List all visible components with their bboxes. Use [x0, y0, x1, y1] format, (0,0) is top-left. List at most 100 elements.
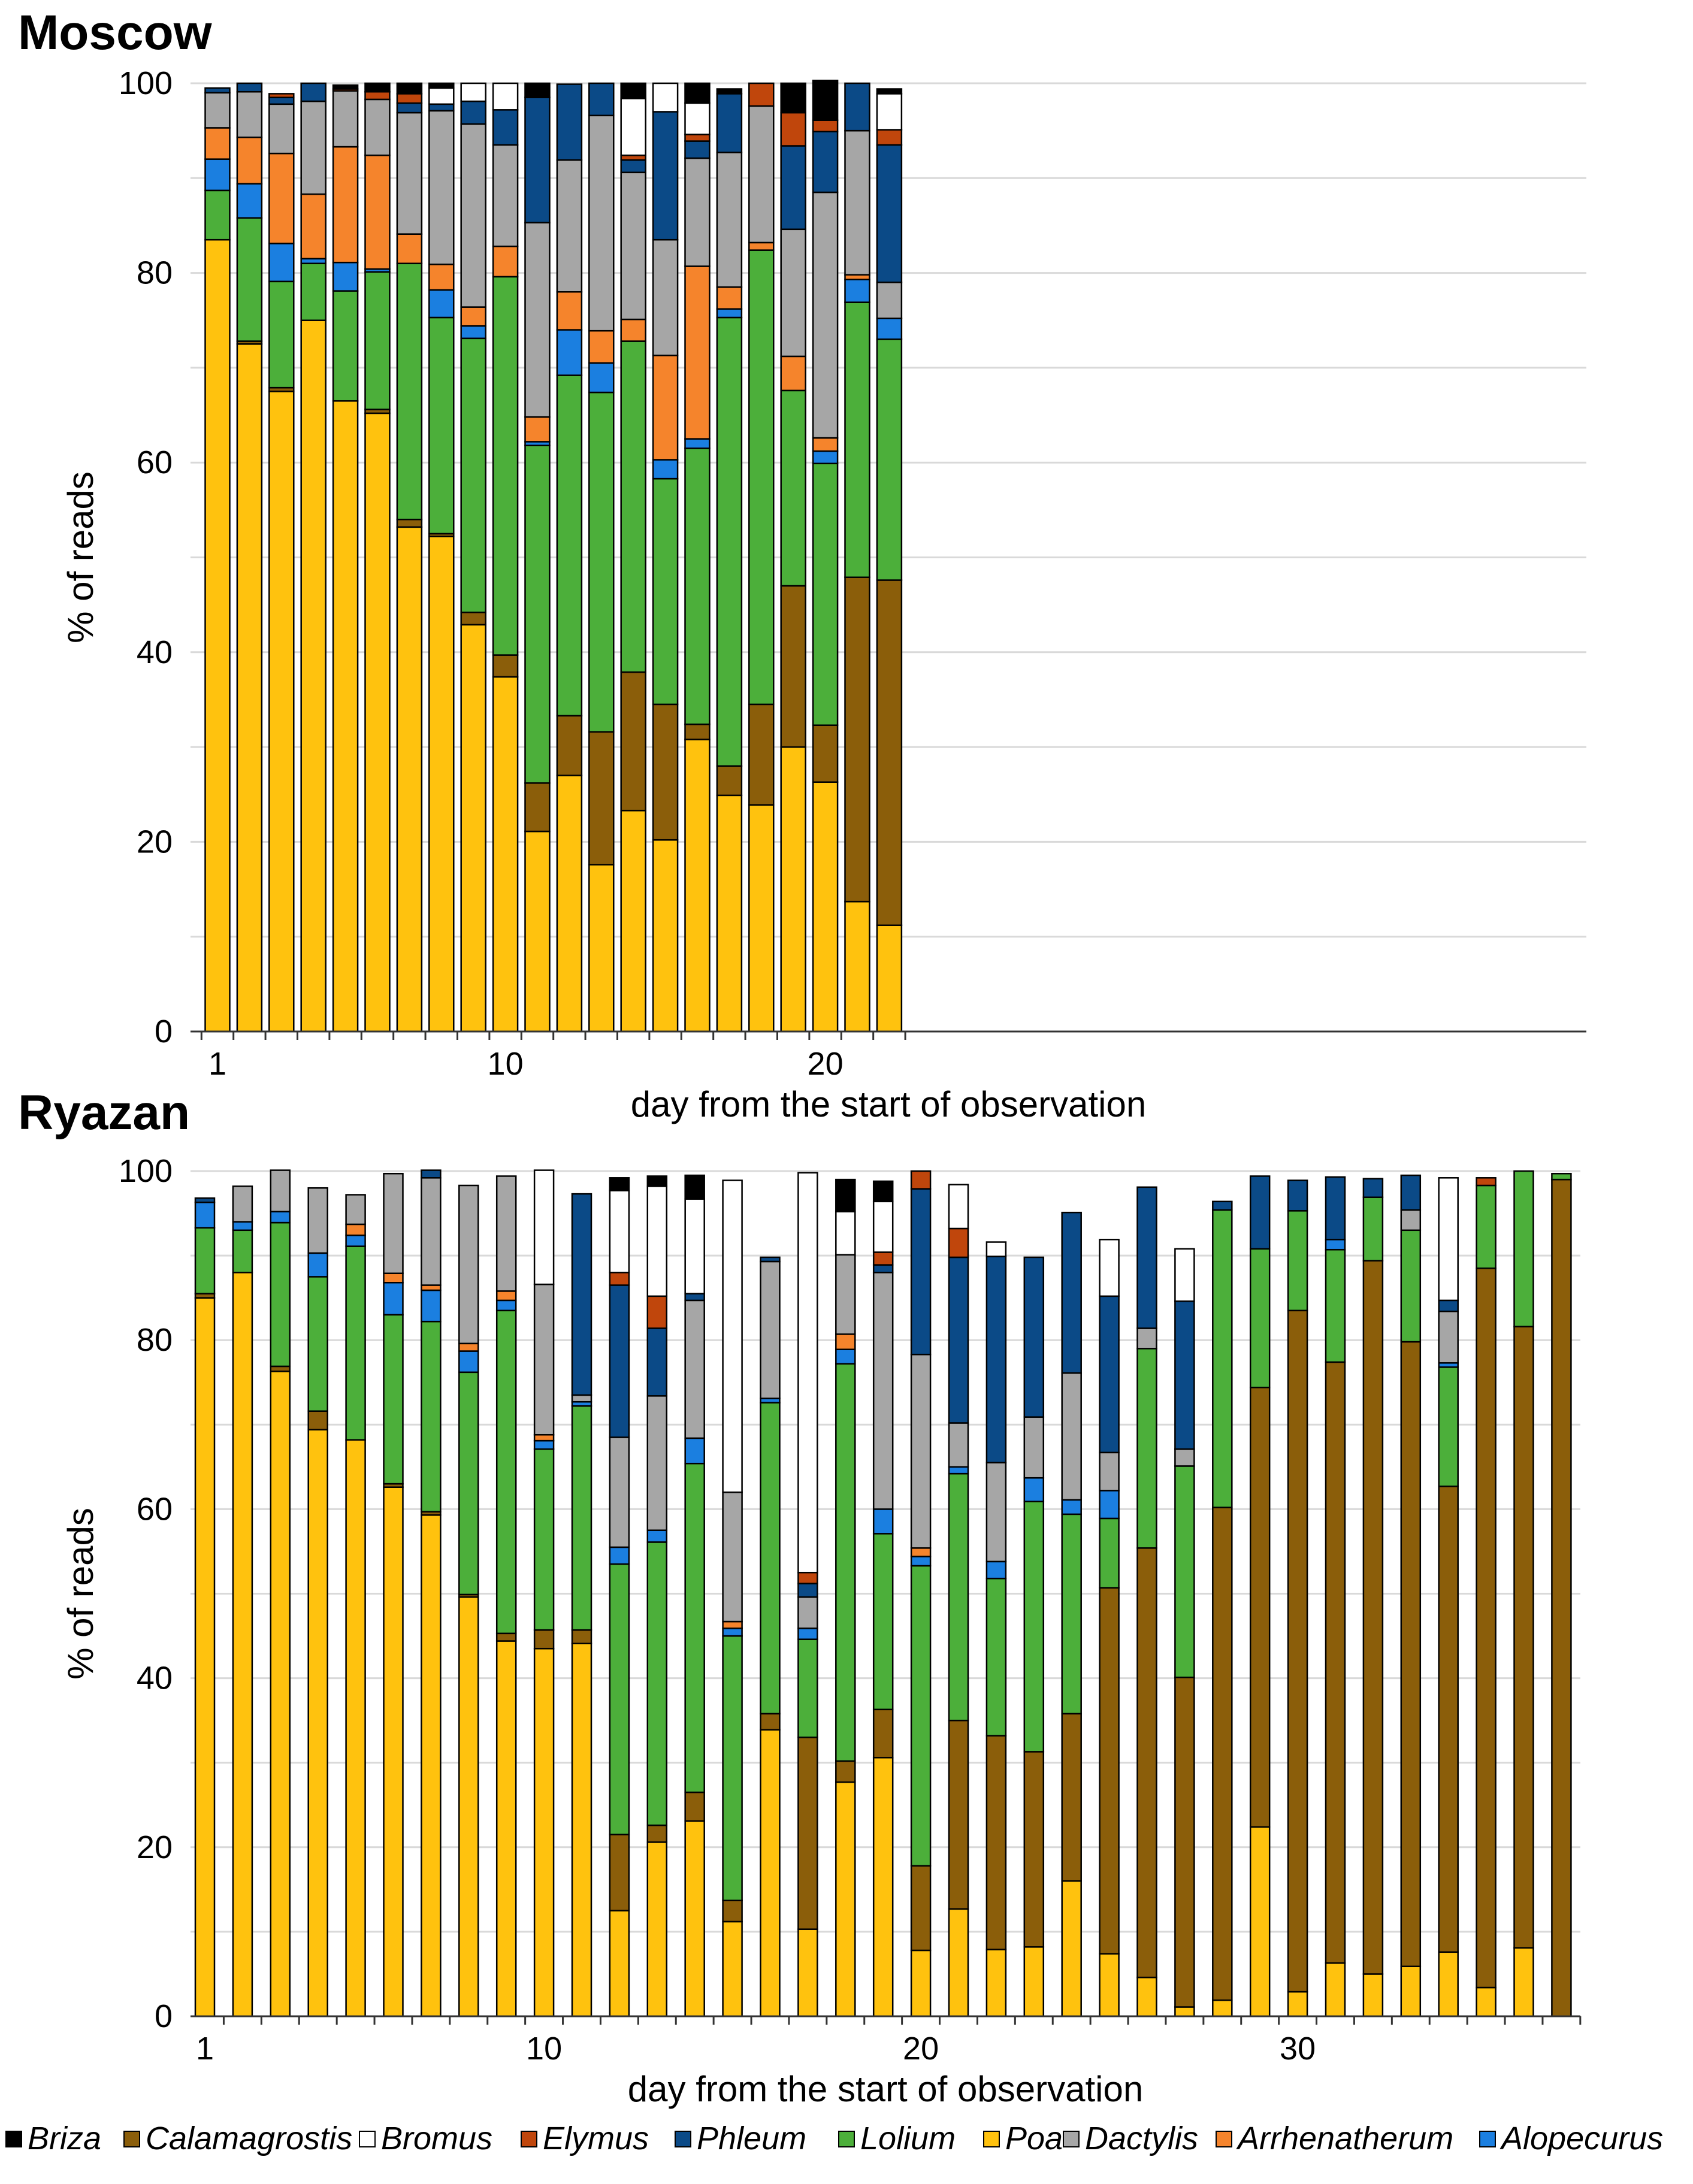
moscow-bar-day22-alopecurus	[876, 317, 903, 340]
moscow-bar-day3-alopecurus	[268, 243, 295, 283]
moscow-bar-day13-phleum	[588, 82, 615, 117]
ryazan-bar-day36-poa	[1513, 1947, 1534, 2017]
legend-label-lolium: Lolium	[860, 2121, 956, 2156]
moscow-bar-day16-dactylis	[684, 157, 711, 267]
ryazan-bar-day11-dactylis	[571, 1394, 592, 1403]
ryazan-title: Ryazan	[18, 1085, 190, 1140]
ryazan-bar-day15-dactylis	[722, 1491, 743, 1623]
moscow-bar-day11-lolium	[524, 444, 551, 784]
ryazan-bar-day19-elymus	[872, 1251, 894, 1266]
ryazan-bar-day22-dactylis	[985, 1462, 1007, 1563]
ryazan-bar-day16-poa	[760, 1729, 781, 2017]
ryazan-bar-day19-lolium	[872, 1533, 894, 1711]
ryazan-bar-day17-elymus	[797, 1571, 818, 1584]
moscow-bar-day14-arrhenatherum	[620, 318, 646, 342]
moscow-bar-day1-dactylis	[204, 92, 231, 129]
ryazan-bar-day1-poa	[194, 1297, 216, 2017]
ryazan-bar-day28-phleum	[1212, 1200, 1233, 1211]
moscow-bar-day2-poa	[236, 343, 263, 1033]
moscow-bar-day1-poa	[204, 238, 231, 1033]
ryazan-bar-day34-calamagrostis	[1438, 1486, 1459, 1953]
ryazan-bar-day10-lolium	[533, 1448, 555, 1631]
moscow-xtick-label: 20	[808, 1046, 844, 1082]
ryazan-bar-day25-alopecurus	[1099, 1490, 1120, 1520]
ryazan-bar-day21-elymus	[948, 1227, 969, 1259]
ryazan-bar-day13-briza	[646, 1175, 668, 1187]
moscow-bar-day10-lolium	[492, 276, 519, 656]
ryazan-bar-day25-calamagrostis	[1099, 1587, 1120, 1955]
ryazan-bar-day12-calamagrostis	[609, 1834, 630, 1911]
ryazan-bar-day23-poa	[1023, 1946, 1045, 2017]
moscow-bar-day4-poa	[300, 319, 326, 1033]
ryazan-bar-day10-calamagrostis	[533, 1629, 555, 1650]
moscow-bar-day15-alopecurus	[652, 459, 679, 480]
moscow-bar-day16-arrhenatherum	[684, 265, 711, 440]
ryazan-bar-day25-lolium	[1099, 1517, 1120, 1589]
ryazan-bar-day18-alopecurus	[835, 1348, 856, 1365]
ryazan-bar-day31-alopecurus	[1325, 1239, 1346, 1251]
ryazan-bar-day21-phleum	[948, 1256, 969, 1424]
moscow-bar-day9-dactylis	[460, 123, 486, 308]
ryazan-bar-day11-poa	[571, 1642, 592, 2017]
ryazan-bar-day20-dactylis	[910, 1353, 932, 1549]
ryazan-bar-day23-phleum	[1023, 1256, 1045, 1418]
moscow-bar-day18-elymus	[748, 82, 775, 107]
moscow-bar-day15-lolium	[652, 477, 679, 706]
moscow-bar-day22-dactylis	[876, 282, 903, 319]
ryazan-bar-day27-dactylis	[1174, 1448, 1195, 1467]
ryazan-bar-day18-dactylis	[835, 1254, 856, 1335]
moscow-bar-day11-phleum	[524, 96, 551, 223]
ryazan-bar-day27-lolium	[1174, 1465, 1195, 1678]
moscow-bar-day11-briza	[524, 82, 551, 98]
moscow-bar-day15-arrhenatherum	[652, 355, 679, 461]
ryazan-bar-day35-calamagrostis	[1476, 1268, 1497, 1989]
legend-label-alopecurus: Alopecurus	[1499, 2121, 1663, 2156]
moscow-bar-day19-arrhenatherum	[780, 355, 806, 392]
moscow-bar-day8-arrhenatherum	[428, 264, 455, 291]
moscow-bar-day11-arrhenatherum	[524, 416, 551, 443]
moscow-bar-day11-dactylis	[524, 222, 551, 418]
ryazan-bar-day24-alopecurus	[1061, 1499, 1082, 1516]
moscow-bar-day22-elymus	[876, 129, 903, 146]
ryazan-bar-day29-phleum	[1249, 1175, 1271, 1250]
ryazan-bar-day15-lolium	[722, 1635, 743, 1901]
ryazan-bar-day8-dactylis	[458, 1184, 479, 1345]
legend-swatch-lolium	[838, 2131, 855, 2147]
moscow-bar-day3-elymus	[268, 93, 295, 98]
moscow-bar-day9-bromus	[460, 82, 486, 102]
ryazan-bar-day7-arrhenatherum	[421, 1284, 442, 1291]
moscow-bar-day6-lolium	[364, 271, 391, 410]
ryazan-bar-day8-arrhenatherum	[458, 1342, 479, 1352]
moscow-bar-day1-alopecurus	[204, 158, 231, 192]
ryazan-bar-day18-bromus	[835, 1211, 856, 1256]
legend-swatch-poa	[983, 2131, 1000, 2147]
ryazan-bar-day17-lolium	[797, 1638, 818, 1738]
ryazan-bar-day13-bromus	[646, 1185, 668, 1297]
ryazan-bar-day23-calamagrostis	[1023, 1751, 1045, 1948]
ryazan-bar-day24-lolium	[1061, 1513, 1082, 1715]
ryazan-bar-day20-poa	[910, 1949, 932, 2017]
moscow-bar-day8-bromus	[428, 87, 455, 105]
ryazan-ytick-label: 60	[137, 1491, 173, 1527]
ryazan-bar-day4-poa	[307, 1429, 328, 2017]
legend-swatch-alopecurus	[1479, 2131, 1496, 2147]
ryazan-bar-day20-phleum	[910, 1188, 932, 1356]
ryazan-bar-day15-alopecurus	[722, 1628, 743, 1637]
ryazan-bar-day19-alopecurus	[872, 1508, 894, 1535]
moscow-bar-day15-dactylis	[652, 238, 679, 356]
moscow-bar-day6-elymus	[364, 90, 391, 101]
ryazan-bar-day9-dactylis	[495, 1175, 517, 1292]
ryazan-bar-day4-calamagrostis	[307, 1410, 328, 1431]
ryazan-bar-day18-poa	[835, 1781, 856, 2017]
ryazan-bar-day30-phleum	[1287, 1179, 1308, 1212]
ryazan-bar-day5-lolium	[345, 1245, 366, 1441]
moscow-bar-day6-poa	[364, 412, 391, 1033]
ryazan-bar-day32-phleum	[1362, 1178, 1384, 1198]
ryazan-bar-day13-poa	[646, 1841, 668, 2017]
ryazan-bar-day14-dactylis	[684, 1299, 705, 1439]
ryazan-bar-day21-bromus	[948, 1184, 969, 1230]
moscow-ytick-label: 60	[137, 444, 173, 480]
moscow-bar-day15-phleum	[652, 111, 679, 241]
ryazan-bar-day10-arrhenatherum	[533, 1433, 555, 1442]
moscow-bar-day8-phleum	[428, 103, 455, 112]
